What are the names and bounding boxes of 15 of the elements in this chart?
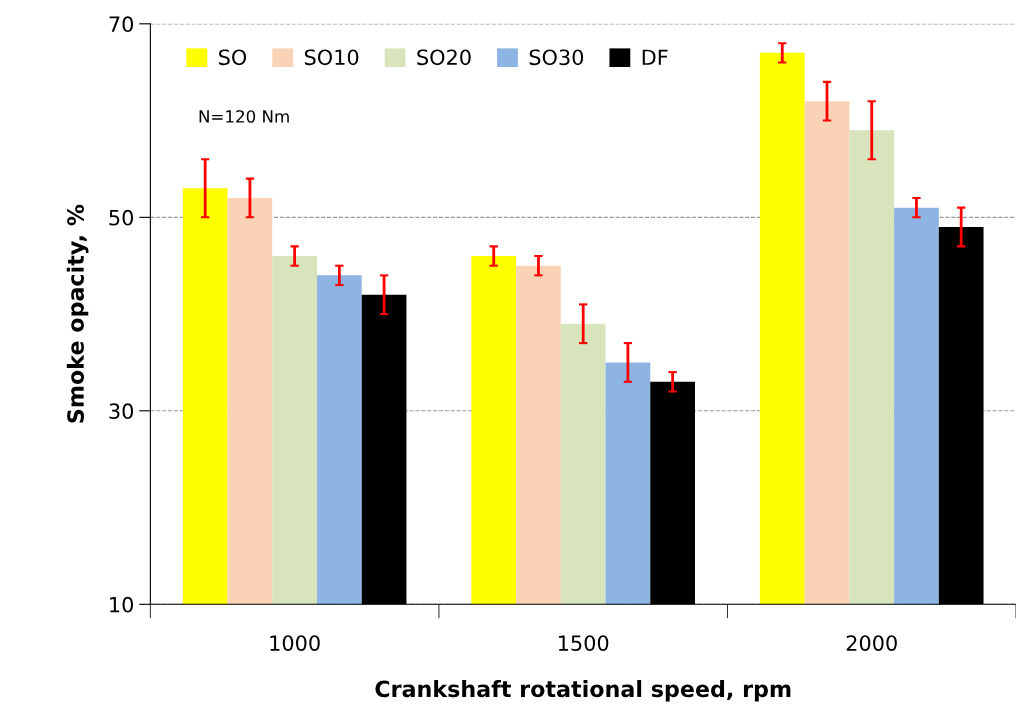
x-axis-title: Crankshaft rotational speed, rpm [375,680,791,702]
legend-label: SO30 [529,49,584,66]
x-tick-label: 2000 [846,635,897,651]
y-tick-label: 10 [110,596,134,613]
x-tick-label: 1000 [270,635,320,651]
legend-label: DF [642,49,668,65]
legend-label: SO10 [304,49,359,66]
annotation: N=120 Nm [199,110,289,123]
y-tick-label: 30 [109,403,134,420]
legend-label: SO [219,49,247,66]
y-tick-label: 70 [109,16,134,33]
y-axis-title: Smoke opacity, % [66,204,89,423]
x-tick-label: 1500 [558,635,609,651]
y-tick-label: 50 [109,209,134,226]
legend-label: SO20 [417,49,471,66]
